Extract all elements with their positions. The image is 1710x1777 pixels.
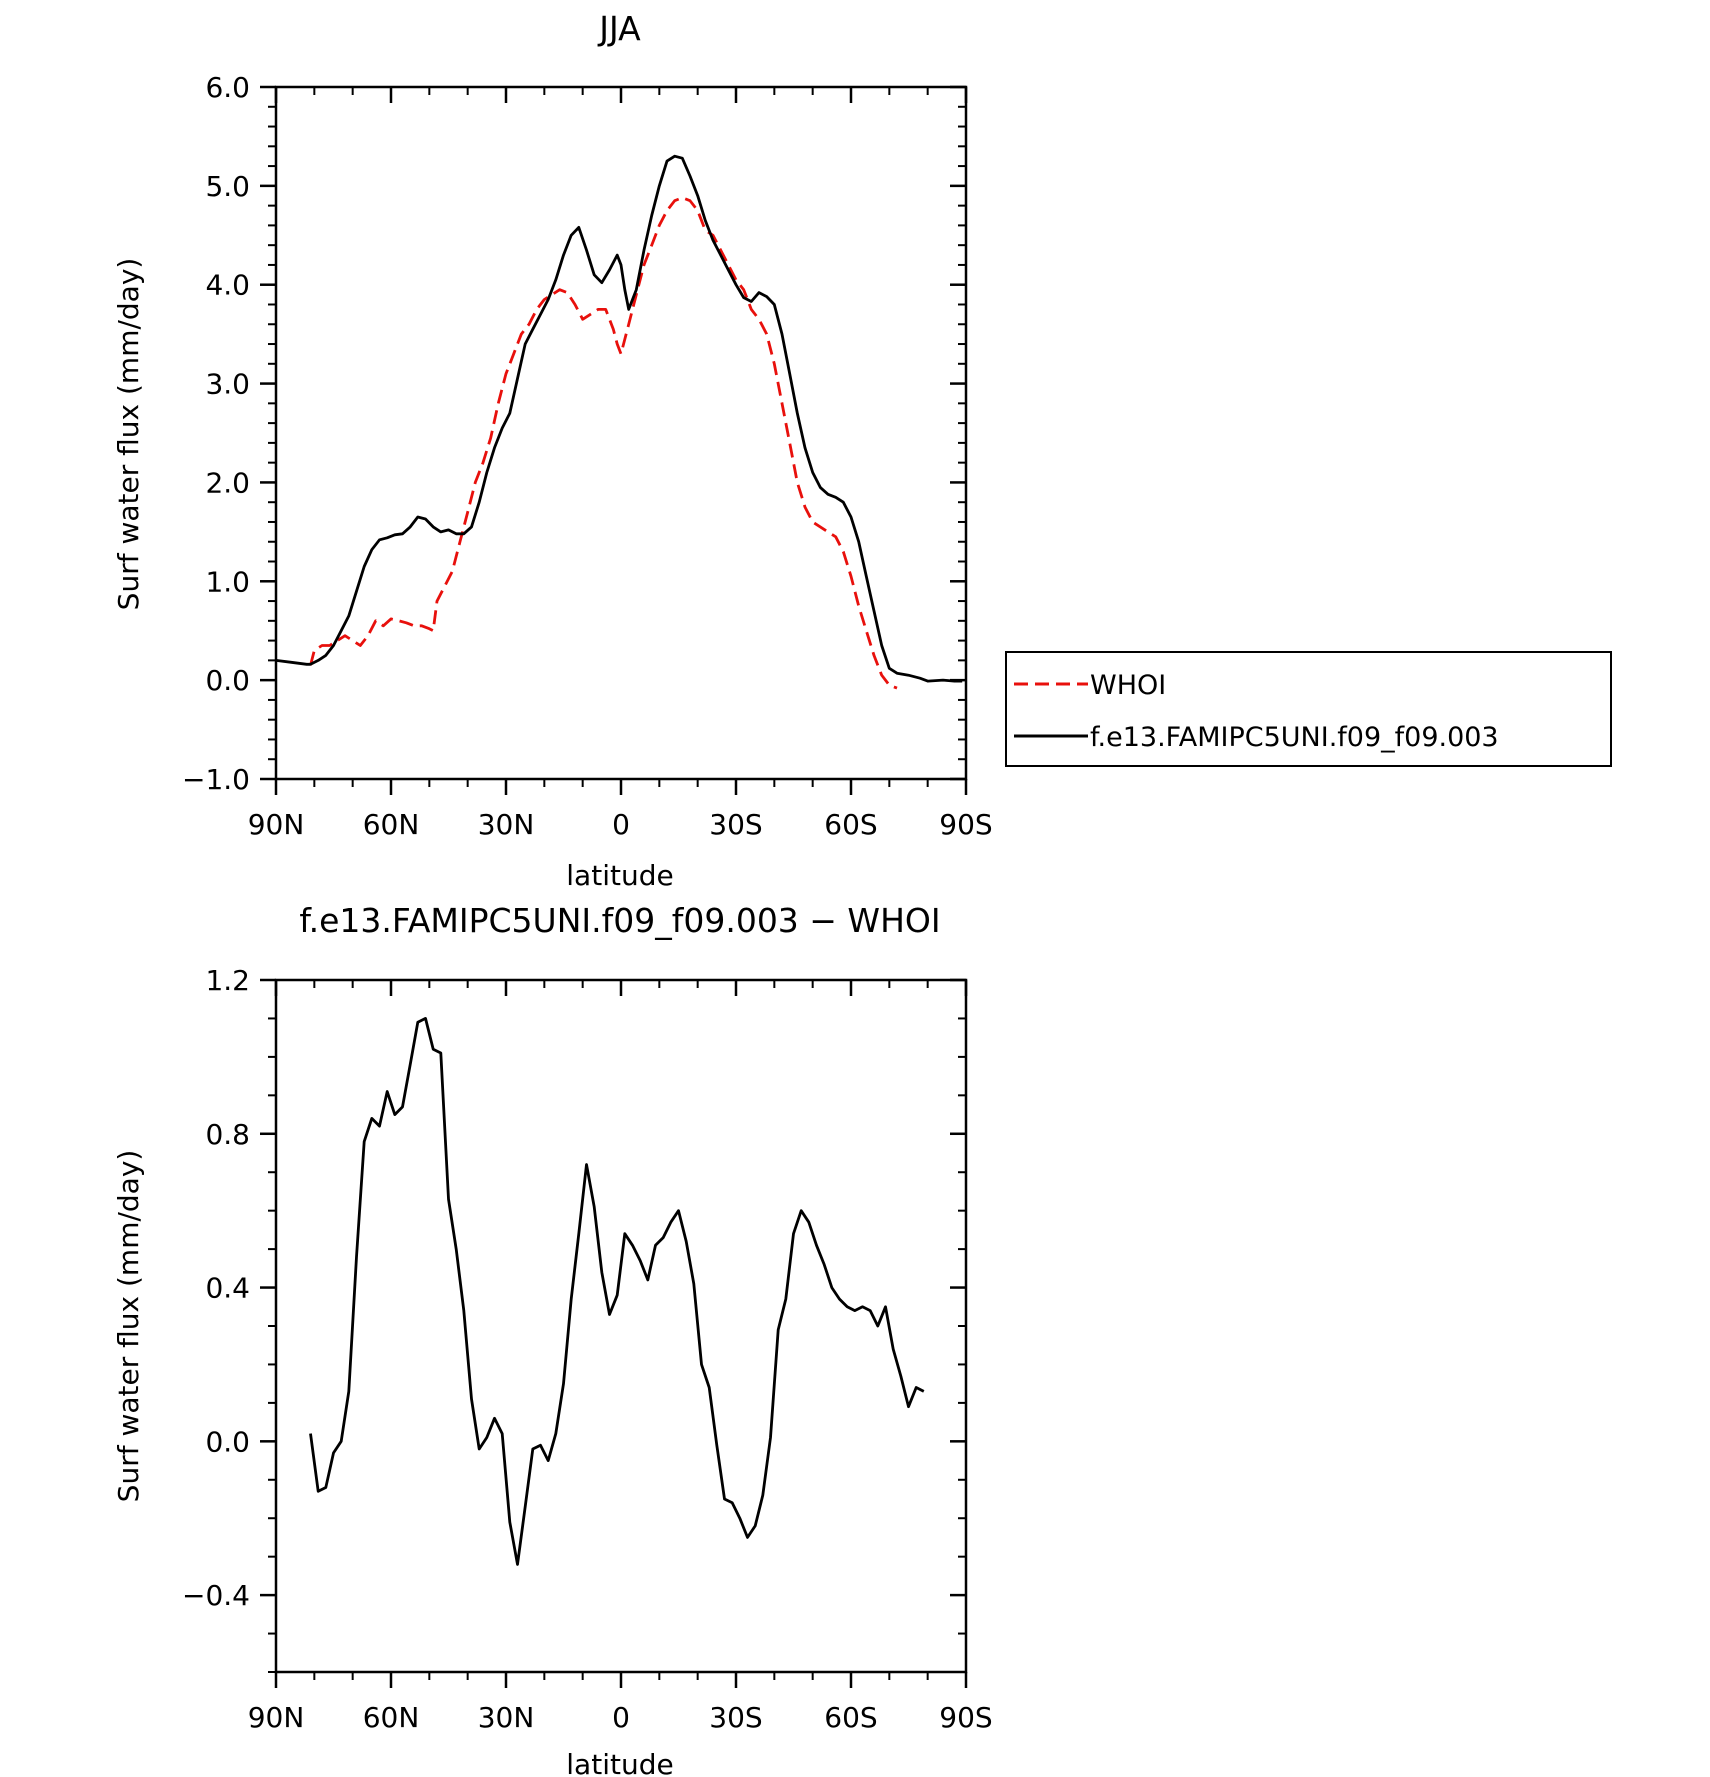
legend: WHOI f.e13.FAMIPC5UNI.f09_f09.003 xyxy=(1005,651,1612,767)
top-x-tick-label: 0 xyxy=(612,808,630,841)
top-y-tick-label: −1.0 xyxy=(182,763,250,796)
top-y-tick-label: 4.0 xyxy=(205,269,250,302)
bottom-x-tick-label: 60S xyxy=(824,1701,877,1734)
top-y-tick-label: 0.0 xyxy=(205,664,250,697)
bottom-plot-frame xyxy=(274,978,968,1674)
bottom-panel: f.e13.FAMIPC5UNI.f09_f09.003 − WHOI 90N 6… xyxy=(112,901,993,1777)
bottom-y-tick-label: −0.4 xyxy=(182,1579,250,1612)
top-x-tick-label: 90S xyxy=(939,808,992,841)
bottom-x-tick-label: 90N xyxy=(248,1701,305,1734)
top-panel: JJA 90N 60N 30N 0 30S 60S 90S −1.0 0.0 1.0 2.0 3.0… xyxy=(112,9,993,892)
bottom-x-axis-label: latitude xyxy=(566,1748,673,1777)
top-plot-frame xyxy=(274,85,968,781)
bottom-x-tick-label: 90S xyxy=(939,1701,992,1734)
bottom-series xyxy=(309,1017,925,1566)
bottom-y-tick-labels: −0.4 0.0 0.4 0.8 1.2 xyxy=(182,964,250,1612)
bottom-x-tick-label: 30N xyxy=(478,1701,535,1734)
bottom-y-tick-label: 0.0 xyxy=(205,1425,250,1458)
top-panel-title: JJA xyxy=(597,9,641,48)
bottom-y-tick-label: 0.8 xyxy=(205,1118,250,1151)
top-axis-ticks xyxy=(260,85,968,795)
top-x-tick-label: 60N xyxy=(363,808,420,841)
top-y-tick-label: 5.0 xyxy=(205,170,250,203)
model-series-line xyxy=(275,154,963,683)
legend-label-model: f.e13.FAMIPC5UNI.f09_f09.003 xyxy=(1090,722,1499,753)
top-y-tick-label: 6.0 xyxy=(205,71,250,104)
top-series xyxy=(275,154,963,690)
top-y-tick-label: 3.0 xyxy=(205,368,250,401)
top-x-tick-label: 30N xyxy=(478,808,535,841)
difference-series-line xyxy=(309,1017,925,1566)
top-x-axis-label: latitude xyxy=(566,859,673,892)
top-y-axis-label: Surf water flux (mm/day) xyxy=(112,258,145,611)
top-y-tick-label: 2.0 xyxy=(205,466,250,499)
top-y-tick-labels: −1.0 0.0 1.0 2.0 3.0 4.0 5.0 6.0 xyxy=(182,71,250,796)
top-x-tick-label: 90N xyxy=(248,808,305,841)
whoi-series-line xyxy=(309,196,898,690)
bottom-x-tick-labels: 90N 60N 30N 0 30S 60S 90S xyxy=(248,1701,993,1734)
legend-box xyxy=(1005,651,1612,767)
top-x-tick-label: 30S xyxy=(709,808,762,841)
top-y-tick-label: 1.0 xyxy=(205,565,250,598)
bottom-panel-title: f.e13.FAMIPC5UNI.f09_f09.003 − WHOI xyxy=(299,901,940,940)
top-x-tick-labels: 90N 60N 30N 0 30S 60S 90S xyxy=(248,808,993,841)
bottom-y-axis-label: Surf water flux (mm/day) xyxy=(112,1150,145,1503)
bottom-y-tick-label: 0.4 xyxy=(205,1272,250,1305)
legend-label-whoi: WHOI xyxy=(1090,670,1166,701)
top-x-tick-label: 60S xyxy=(824,808,877,841)
bottom-axis-ticks xyxy=(260,978,968,1688)
bottom-y-tick-label: 1.2 xyxy=(205,964,250,997)
bottom-x-tick-label: 0 xyxy=(612,1701,630,1734)
bottom-x-tick-label: 30S xyxy=(709,1701,762,1734)
bottom-x-tick-label: 60N xyxy=(363,1701,420,1734)
